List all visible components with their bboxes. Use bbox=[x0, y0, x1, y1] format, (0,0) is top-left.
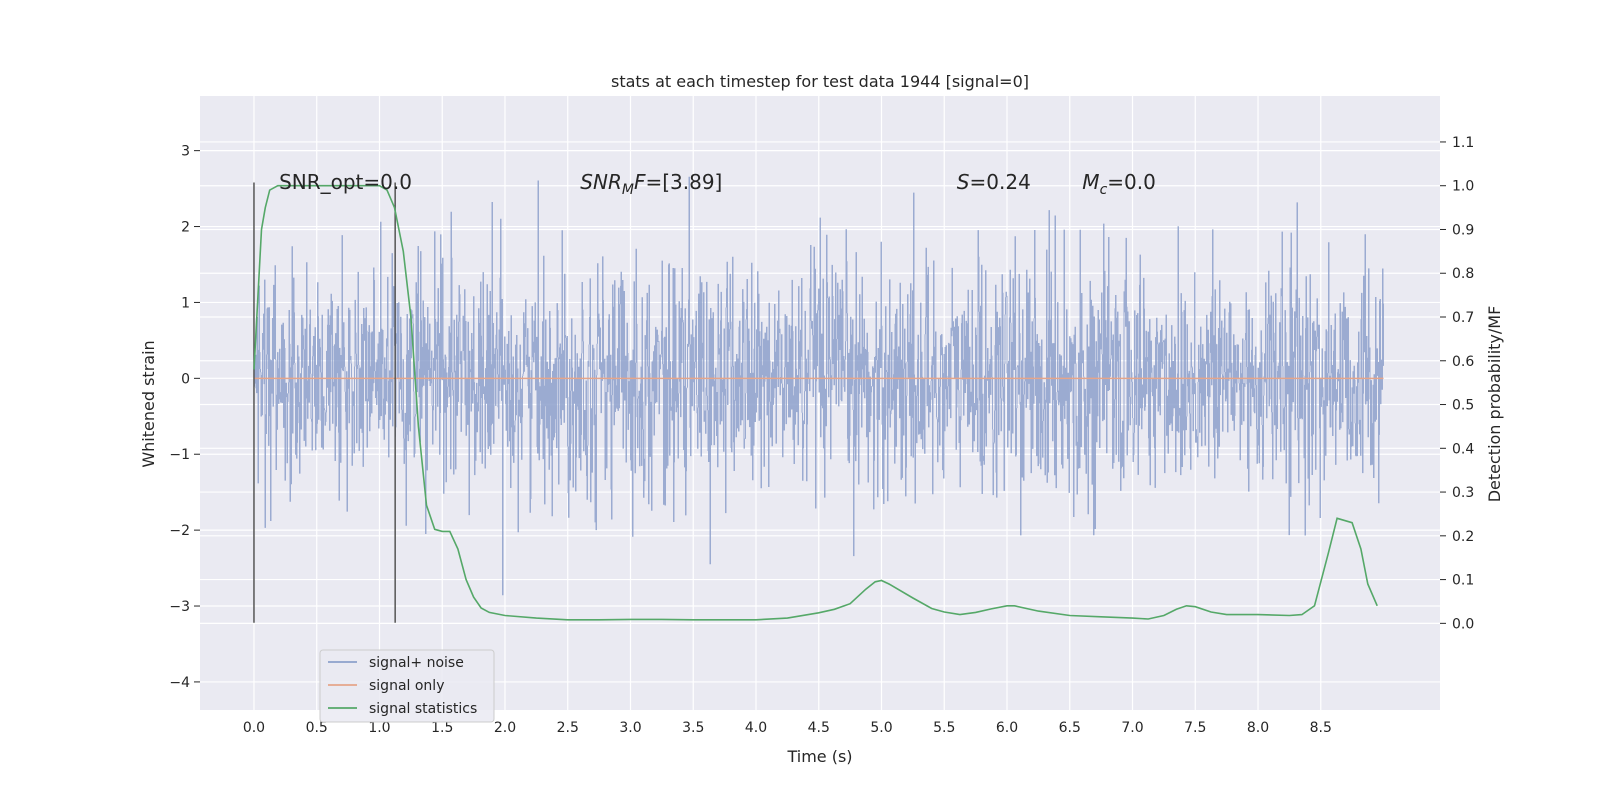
y-tick-label: 3 bbox=[181, 144, 190, 160]
y-tick-label: −2 bbox=[169, 523, 190, 539]
x-tick-label: 3.0 bbox=[619, 720, 641, 736]
annotation: SNR_opt=0.0 bbox=[279, 170, 412, 194]
x-tick-label: 4.0 bbox=[745, 720, 767, 736]
x-tick-label: 2.0 bbox=[494, 720, 516, 736]
y-axis-label: Whitened strain bbox=[139, 340, 158, 467]
y2-tick-label: 0.8 bbox=[1452, 266, 1474, 282]
x-tick-label: 1.0 bbox=[368, 720, 390, 736]
x-tick-label: 7.0 bbox=[1121, 720, 1143, 736]
x-tick-label: 4.5 bbox=[808, 720, 830, 736]
x-tick-label: 5.5 bbox=[933, 720, 955, 736]
y-axis-ticks: 3 2 1 0 −1 −2 −3 −4 bbox=[169, 144, 200, 691]
x-tick-label: 0.5 bbox=[306, 720, 328, 736]
y-tick-label: −3 bbox=[169, 599, 190, 615]
y2-tick-label: 0.3 bbox=[1452, 485, 1474, 501]
legend-label-signal-noise: signal+ noise bbox=[369, 655, 464, 671]
annotations: SNR_opt=0.0 SNRMF=[3.89] S=0.24 Mc=0.0 bbox=[279, 170, 1156, 198]
x-axis-ticks: 0.0 0.5 1.0 1.5 2.0 2.5 3.0 3.5 4.0 4.5 5.0 5.5 6.0 6… bbox=[243, 720, 1332, 736]
x-tick-label: 2.5 bbox=[557, 720, 579, 736]
legend: signal+ noise signal only signal statist… bbox=[319, 649, 495, 723]
y2-tick-label: 0.6 bbox=[1452, 354, 1474, 370]
x-tick-label: 5.0 bbox=[870, 720, 892, 736]
y2-tick-label: 0.4 bbox=[1452, 441, 1474, 457]
x-tick-label: 3.5 bbox=[682, 720, 704, 736]
chart-title: stats at each timestep for test data 194… bbox=[611, 72, 1029, 91]
x-tick-label: 0.0 bbox=[243, 720, 265, 736]
series-signal-statistics bbox=[253, 184, 1378, 621]
x-tick-label: 7.5 bbox=[1184, 720, 1206, 736]
annotation: Mc=0.0 bbox=[1082, 170, 1156, 198]
y2-tick-label: 1.0 bbox=[1452, 179, 1474, 195]
legend-box bbox=[319, 649, 495, 723]
y2-tick-label: 0.2 bbox=[1452, 529, 1474, 545]
y2-axis-label: Detection probability/MF bbox=[1485, 306, 1504, 503]
legend-label-signal-only: signal only bbox=[369, 678, 444, 694]
y-tick-label: 1 bbox=[181, 295, 190, 311]
y-tick-label: 2 bbox=[181, 220, 190, 236]
y2-tick-label: 0.7 bbox=[1452, 310, 1474, 326]
x-axis-label: Time (s) bbox=[786, 747, 852, 766]
y2-axis-ticks: 1.1 1.0 0.9 0.8 0.7 0.6 0.5 0.4 0.3 0.2 0.1 0.0 bbox=[1440, 135, 1474, 632]
y-tick-label: 0 bbox=[181, 371, 190, 387]
y2-tick-label: 0.5 bbox=[1452, 398, 1474, 414]
x-tick-label: 1.5 bbox=[431, 720, 453, 736]
x-tick-label: 8.5 bbox=[1310, 720, 1332, 736]
y2-tick-label: 1.1 bbox=[1452, 135, 1474, 151]
y2-tick-label: 0.9 bbox=[1452, 222, 1474, 238]
y-tick-label: −4 bbox=[169, 675, 190, 691]
x-tick-label: 6.5 bbox=[1059, 720, 1081, 736]
y-tick-label: −1 bbox=[169, 447, 190, 463]
x-tick-label: 8.0 bbox=[1247, 720, 1269, 736]
y2-tick-label: 0.0 bbox=[1452, 616, 1474, 632]
x-tick-label: 6.0 bbox=[996, 720, 1018, 736]
vertical-lines bbox=[253, 182, 396, 623]
legend-label-signal-statistics: signal statistics bbox=[369, 701, 477, 717]
annotation: SNRMF=[3.89] bbox=[580, 170, 722, 198]
y2-tick-label: 0.1 bbox=[1452, 573, 1474, 589]
annotation: S=0.24 bbox=[957, 170, 1031, 194]
